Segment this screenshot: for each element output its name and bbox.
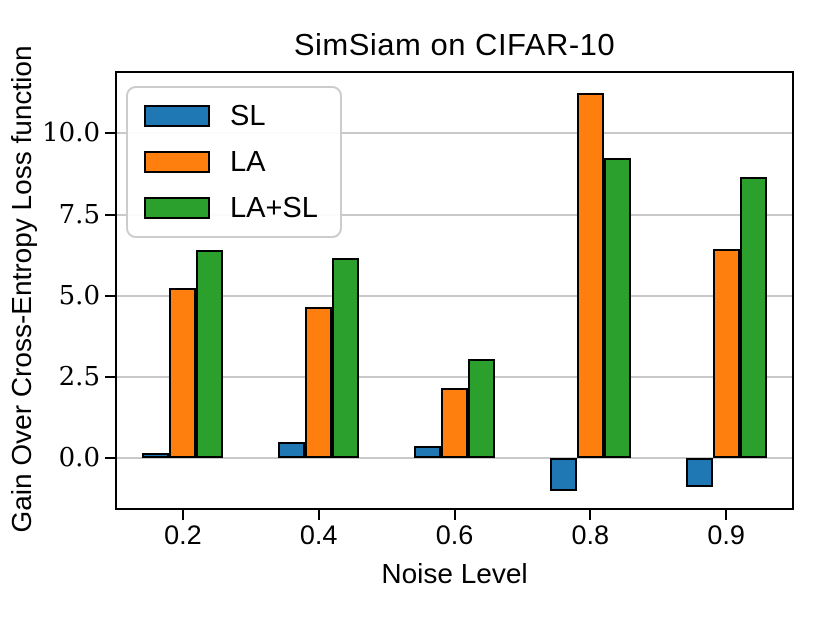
y-tick-label: 2.5	[58, 361, 100, 392]
y-tick-label: 10.0	[42, 118, 100, 149]
legend-item-LA: LA	[144, 144, 318, 180]
gridline-y-2.5	[115, 375, 794, 378]
legend-swatch-LA+SL	[144, 197, 210, 219]
legend-label-LA: LA	[230, 146, 266, 178]
x-tick-label: 0.6	[435, 520, 474, 550]
x-tick-label: 0.2	[164, 520, 202, 550]
plot-area: SL LA LA+SL	[115, 71, 794, 510]
x-tick-mark	[725, 510, 728, 520]
y-tick-label: 7.5	[58, 199, 100, 230]
bar-SL-0.4	[278, 441, 306, 459]
legend-label-SL: SL	[230, 100, 266, 132]
legend-item-LA+SL: LA+SL	[144, 190, 318, 226]
bar-SL-0.9	[685, 458, 713, 488]
bar-LA+SL-0.9	[739, 177, 767, 459]
chart-title: SimSiam on CIFAR-10	[293, 27, 616, 62]
y-tick-mark	[105, 213, 115, 216]
bar-SL-0.8	[549, 458, 577, 491]
gridline-y-10.0	[115, 132, 794, 135]
legend: SL LA LA+SL	[126, 86, 342, 238]
x-tick-label: 0.8	[571, 520, 610, 550]
y-tick-label: 0.0	[58, 443, 100, 474]
bar-SL-0.2	[142, 452, 170, 459]
y-tick-mark	[105, 132, 115, 135]
bar-LA+SL-0.8	[603, 157, 631, 459]
x-tick-mark	[453, 510, 456, 520]
y-tick-mark	[105, 294, 115, 297]
x-tick-label: 0.4	[299, 520, 338, 550]
legend-label-LA+SL: LA+SL	[230, 192, 318, 224]
x-tick-label: 0.9	[707, 520, 745, 550]
bar-SL-0.6	[414, 446, 441, 459]
y-tick-mark	[105, 375, 115, 378]
legend-swatch-SL	[144, 105, 210, 127]
bar-LA-0.8	[576, 92, 604, 459]
bar-LA-0.9	[712, 248, 740, 459]
legend-item-SL: SL	[144, 98, 318, 134]
bar-LA-0.6	[441, 388, 468, 459]
y-tick-mark	[105, 457, 115, 460]
bar-LA+SL-0.6	[468, 359, 495, 459]
y-tick-label: 5.0	[58, 280, 100, 311]
gridline-y-0.0	[115, 457, 794, 460]
x-tick-mark	[317, 510, 320, 520]
legend-swatch-LA	[144, 151, 210, 173]
x-axis-label: Noise Level	[381, 558, 528, 589]
gridline-y-5.0	[115, 294, 794, 297]
bar-LA-0.2	[169, 287, 197, 459]
x-tick-mark	[589, 510, 592, 520]
bar-LA-0.4	[305, 307, 333, 459]
x-tick-mark	[181, 510, 184, 520]
bar-LA+SL-0.4	[332, 258, 360, 459]
bar-LA+SL-0.2	[196, 250, 224, 459]
gridline-y-7.5	[115, 213, 794, 216]
